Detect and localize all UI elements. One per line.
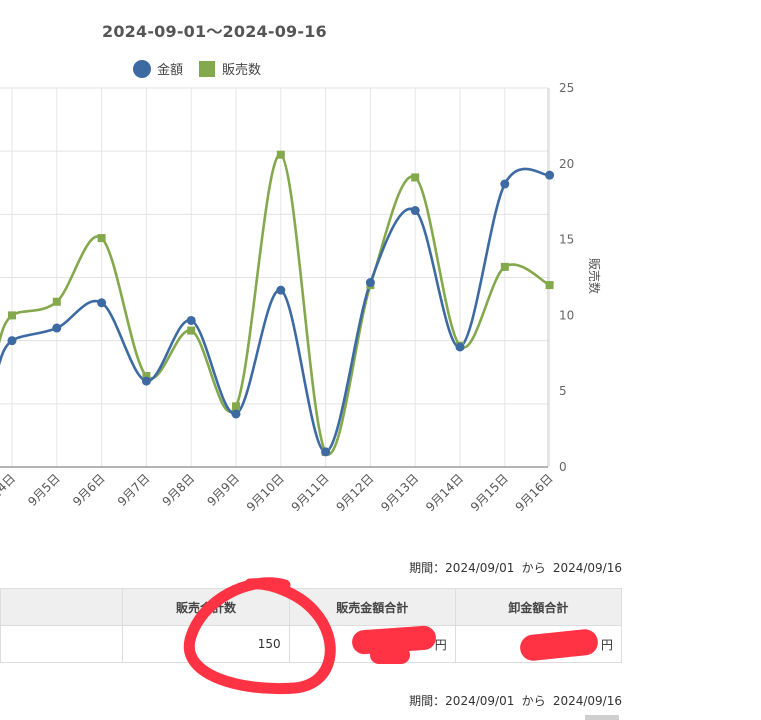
right-axis-tick-label: 0 (559, 460, 567, 474)
point-quantity (187, 326, 196, 335)
point-quantity (97, 234, 106, 243)
point-amount (500, 179, 510, 189)
chart-legend: 金額 販売数 (133, 60, 261, 78)
header-total-qty: 販売合計数 (122, 588, 290, 626)
point-quantity (8, 311, 16, 320)
point-amount (7, 336, 17, 346)
point-quantity (232, 402, 240, 411)
right-axis-tick-label: 5 (559, 384, 567, 398)
point-quantity (52, 297, 61, 306)
right-axis-tick-label: 15 (559, 233, 574, 247)
cell-total-qty: 150 (122, 625, 290, 663)
point-amount (276, 285, 286, 295)
point-amount (141, 376, 151, 386)
point-amount (321, 447, 331, 457)
legend-label-quantity: 販売数 (222, 62, 261, 78)
point-amount (186, 315, 196, 325)
chart-markers (7, 150, 555, 457)
point-amount (365, 278, 375, 288)
yen-unit: 円 (434, 637, 447, 652)
legend-marker-quantity (199, 61, 215, 77)
summary-table: 販売合計数 販売金額合計 卸金額合計 150 円 円 (0, 588, 623, 663)
period-label-top: 期間：2024/09/01 から 2024/09/16 (409, 561, 622, 575)
right-axis-title: 販売数 (587, 258, 602, 294)
point-quantity (411, 173, 420, 182)
header-blank (0, 588, 124, 626)
right-axis-tick-label: 25 (559, 81, 574, 95)
redaction-mark (370, 646, 410, 664)
point-quantity (500, 262, 509, 271)
legend-marker-amount (133, 60, 151, 78)
point-amount (545, 170, 555, 180)
point-amount (410, 206, 420, 216)
point-quantity (276, 150, 285, 159)
legend-label-amount: 金額 (157, 62, 183, 78)
yen-unit: 円 (600, 637, 613, 652)
point-amount (455, 342, 465, 352)
period-label-bottom: 期間：2024/09/01 から 2024/09/16 (409, 694, 622, 708)
chart-axes (0, 88, 549, 468)
partial-element (585, 715, 619, 720)
point-quantity (545, 281, 554, 290)
right-axis-tick-label: 10 (559, 308, 574, 322)
point-amount (231, 409, 241, 419)
cell-blank (0, 625, 124, 663)
point-amount (52, 323, 62, 333)
chart-title: 2024-09-01～2024-09-16 (102, 22, 327, 41)
right-axis-tick-label: 20 (559, 157, 574, 171)
point-amount (97, 298, 107, 308)
point-quantity (142, 372, 151, 381)
